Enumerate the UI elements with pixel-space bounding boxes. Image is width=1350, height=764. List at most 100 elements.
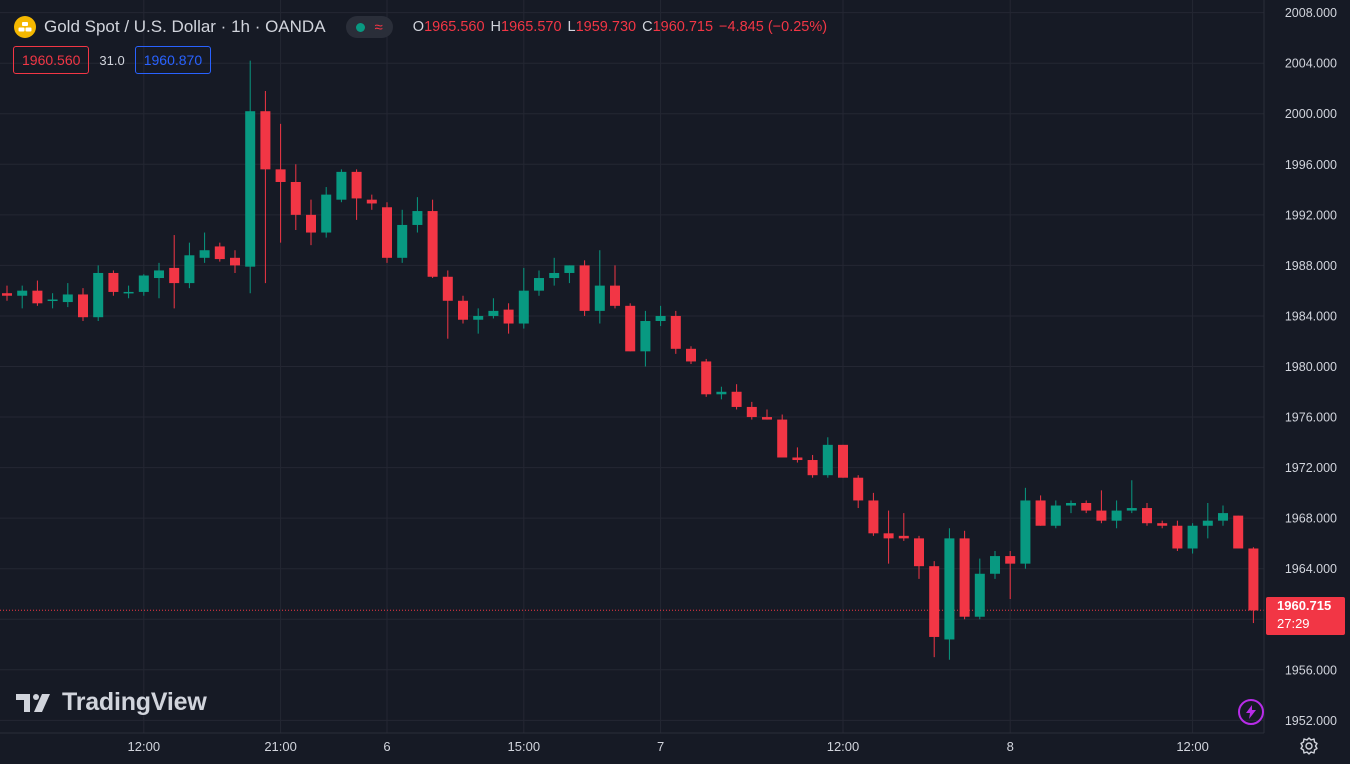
close-value: 1960.715 xyxy=(652,19,714,35)
candle xyxy=(746,401,757,420)
candle-body xyxy=(959,538,970,617)
last-price-value: 1960.715 xyxy=(1277,598,1332,613)
candle xyxy=(579,260,590,316)
candle-body xyxy=(321,194,332,233)
candle-body xyxy=(17,290,28,296)
candle xyxy=(534,270,544,296)
candle xyxy=(138,274,149,296)
candle-body xyxy=(1142,508,1152,524)
candle xyxy=(245,60,256,294)
candle xyxy=(47,293,58,309)
candle xyxy=(78,288,88,322)
candle-body xyxy=(32,290,43,304)
candle-body xyxy=(78,294,88,318)
candle-body xyxy=(701,361,712,395)
symbol-title[interactable]: Gold Spot / U.S. Dollar · 1h · OANDA xyxy=(44,17,326,36)
candle xyxy=(883,510,894,564)
candle xyxy=(290,164,301,231)
candle xyxy=(731,384,742,410)
y-tick-label: 1968.000 xyxy=(1285,512,1337,526)
y-tick-label: 1996.000 xyxy=(1285,158,1337,172)
sell-button[interactable]: 1960.560 xyxy=(13,46,90,74)
candle xyxy=(959,530,970,620)
y-tick-label: 1992.000 xyxy=(1285,208,1337,222)
candle xyxy=(594,250,605,324)
candle xyxy=(321,187,332,238)
candle-body xyxy=(488,310,499,316)
candle xyxy=(184,242,195,289)
x-tick-label: 15:00 xyxy=(508,739,541,754)
candle-body xyxy=(1202,520,1213,526)
candle-body xyxy=(230,257,240,266)
y-tick-label: 1964.000 xyxy=(1285,562,1337,576)
candle xyxy=(1142,502,1152,526)
close-label: C xyxy=(642,19,653,35)
x-tick-label: 8 xyxy=(1007,739,1014,754)
candle-body xyxy=(123,291,134,294)
candle-body xyxy=(1081,502,1092,511)
candle xyxy=(716,386,727,400)
buy-button[interactable]: 1960.870 xyxy=(134,46,212,74)
candle-body xyxy=(883,533,894,539)
ohlc-values: O1965.560 H1965.570 L1959.730 C1960.715 … xyxy=(413,19,827,35)
candle-body xyxy=(382,207,392,258)
candle-body xyxy=(275,169,286,182)
tradingview-logo[interactable]: TradingView xyxy=(16,688,207,717)
bar-countdown: 27:29 xyxy=(1277,616,1310,631)
time-axis[interactable]: 12:00 21:00 6 15:00 7 12:00 8 12:00 xyxy=(128,739,1209,754)
candle-body xyxy=(93,272,104,318)
candle xyxy=(625,303,636,352)
candle xyxy=(17,285,28,309)
candle-body xyxy=(594,285,605,311)
candle-body xyxy=(184,255,195,284)
candle xyxy=(488,298,499,319)
candle xyxy=(822,437,833,478)
candle xyxy=(169,235,180,309)
candle-body xyxy=(716,391,727,395)
candle-body xyxy=(1005,556,1016,564)
candle-body xyxy=(306,214,316,233)
candle xyxy=(306,199,316,246)
open-value: 1965.560 xyxy=(424,19,485,35)
lightning-button[interactable] xyxy=(1238,699,1264,725)
candle xyxy=(230,250,240,273)
candle xyxy=(701,358,712,397)
candle xyxy=(686,346,696,364)
candle-body xyxy=(746,406,757,418)
candle-body xyxy=(503,309,514,324)
quote-row: 1960.560 31.0 1960.870 xyxy=(13,46,212,74)
candle xyxy=(549,257,560,286)
settings-gear-icon[interactable] xyxy=(1298,735,1320,757)
candle-body xyxy=(518,290,529,324)
candle-body xyxy=(807,460,818,476)
candle-body xyxy=(534,278,544,291)
candle-body xyxy=(458,300,468,320)
candles xyxy=(2,60,1259,660)
candle-body xyxy=(929,566,940,637)
candle xyxy=(990,551,1000,579)
candle xyxy=(914,535,924,579)
candle xyxy=(123,285,134,299)
candle-body xyxy=(290,181,301,215)
candle-body xyxy=(412,211,423,225)
candle-body xyxy=(1035,500,1046,526)
candle-body xyxy=(473,315,484,320)
candle-body xyxy=(260,111,271,170)
x-tick-label: 21:00 xyxy=(264,739,297,754)
candle-body xyxy=(214,246,225,260)
y-tick-label: 2004.000 xyxy=(1285,57,1337,71)
last-price-label: 1960.715 27:29 xyxy=(1266,597,1345,635)
candle xyxy=(640,310,651,367)
candle xyxy=(1005,551,1016,600)
candle-body xyxy=(442,276,453,301)
candle-body xyxy=(199,250,210,258)
candle-body xyxy=(2,293,12,296)
candle xyxy=(2,285,12,301)
market-status-pill[interactable]: ≈ xyxy=(345,16,393,38)
candle-body xyxy=(427,211,438,277)
candle-body xyxy=(792,457,803,461)
candle xyxy=(1081,500,1092,514)
y-tick-label: 2000.000 xyxy=(1285,107,1337,121)
green-dot-icon xyxy=(355,22,365,32)
